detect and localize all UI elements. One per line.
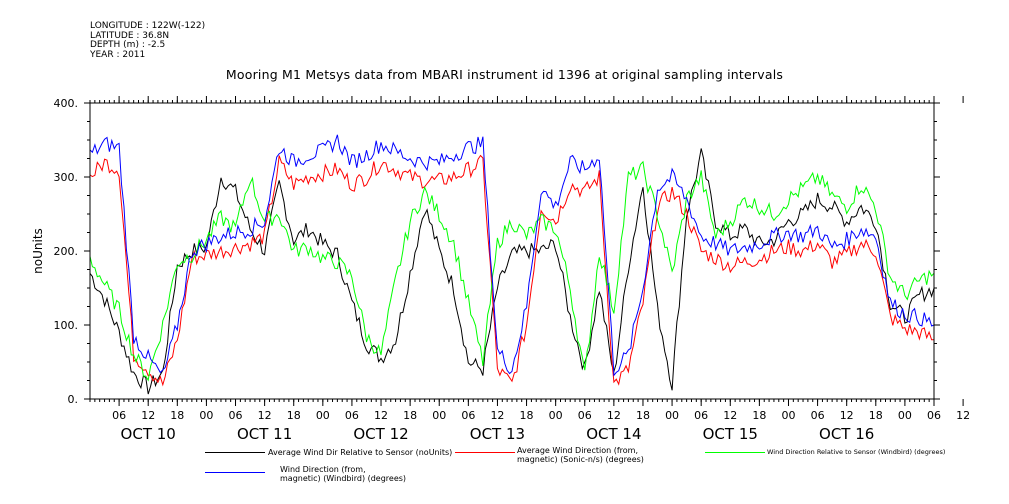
legend-swatch-avg-dir xyxy=(455,452,515,453)
y-tick-label: 300. xyxy=(54,171,79,184)
x-tick-label: 06 xyxy=(927,409,941,422)
x-tick-label: 06 xyxy=(811,409,825,422)
legend-text: Average Wind Direction (from, xyxy=(517,446,639,455)
y-axis-label: noUnits xyxy=(31,228,45,274)
x-tick-label: 18 xyxy=(403,409,417,422)
x-tick-label: 18 xyxy=(287,409,301,422)
legend-swatch-rel-windbird xyxy=(705,452,765,453)
legend-text: magnetic) (Windbird) (degrees) xyxy=(280,474,407,483)
x-tick-label: 18 xyxy=(752,409,766,422)
legend-text: Wind Direction Relative to Sensor (Windb… xyxy=(767,448,946,456)
x-tick-label: 00 xyxy=(781,409,795,422)
y-tick-label: 0. xyxy=(68,393,79,406)
x-day-label: OCT 15 xyxy=(703,425,758,443)
x-tick-label: 06 xyxy=(461,409,475,422)
x-tick-label: 12 xyxy=(723,409,737,422)
legend-swatch-windbird-dir xyxy=(205,472,265,473)
x-tick-label: 06 xyxy=(578,409,592,422)
series-line-4 xyxy=(89,134,935,377)
x-tick-label: 12 xyxy=(956,409,970,422)
x-tick-label: 00 xyxy=(199,409,213,422)
x-day-label: OCT 14 xyxy=(586,425,641,443)
x-tick-label: 00 xyxy=(898,409,912,422)
x-day-label: OCT 10 xyxy=(121,425,176,443)
legend-label-windbird-dir: Wind Direction (from, magnetic) (Windbir… xyxy=(280,465,406,483)
x-day-label: OCT 11 xyxy=(237,425,292,443)
x-tick-label: 18 xyxy=(170,409,184,422)
meta-longitude: LONGITUDE : 122W(-122) xyxy=(90,21,206,31)
x-tick-label: 00 xyxy=(549,409,563,422)
x-tick-label: 12 xyxy=(141,409,155,422)
legend-label-avg-rel: Average Wind Dir Relative to Sensor (noU… xyxy=(268,448,452,457)
x-tick-label: 18 xyxy=(869,409,883,422)
x-tick-label: 18 xyxy=(636,409,650,422)
x-tick-label: 06 xyxy=(229,409,243,422)
chart-title: Mooring M1 Metsys data from MBARI instru… xyxy=(225,67,784,82)
legend-text: Average Wind Dir Relative to Sensor (noU… xyxy=(268,448,453,457)
x-tick-label: 12 xyxy=(258,409,272,422)
x-tick-label: 12 xyxy=(840,409,854,422)
metadata-block: LONGITUDE : 122W(-122) LATITUDE : 36.8N … xyxy=(90,21,206,60)
x-day-label: OCT 16 xyxy=(819,425,874,443)
meta-year: YEAR : 2011 xyxy=(90,49,146,60)
x-tick-label: 12 xyxy=(607,409,621,422)
legend-label-avg-dir: Average Wind Direction (from, magnetic) … xyxy=(517,446,644,464)
meta-latitude: LATITUDE : 36.8N xyxy=(90,30,170,41)
x-tick-label: 18 xyxy=(520,409,534,422)
series-line-3 xyxy=(89,160,935,382)
x-tick-label: 06 xyxy=(694,409,708,422)
x-tick-label: 00 xyxy=(432,409,446,422)
series-line-2 xyxy=(89,154,934,387)
x-tick-label: 12 xyxy=(374,409,388,422)
y-tick-label: 200. xyxy=(54,245,79,258)
legend-text: magnetic) (Sonic-n/s) (degrees) xyxy=(517,455,644,464)
x-tick-label: 06 xyxy=(112,409,126,422)
x-tick-label: 00 xyxy=(316,409,330,422)
x-day-label: OCT 12 xyxy=(353,425,408,443)
legend-text: Wind Direction (from, xyxy=(280,465,366,474)
x-tick-label: 00 xyxy=(665,409,679,422)
series-line-1 xyxy=(89,148,935,395)
x-day-label: OCT 13 xyxy=(470,425,525,443)
y-tick-label: 400. xyxy=(54,97,79,110)
legend-swatch-avg-rel xyxy=(205,452,265,453)
y-tick-label: 100. xyxy=(54,319,79,332)
x-tick-label: 12 xyxy=(490,409,504,422)
meta-depth: DEPTH (m) : -2.5 xyxy=(90,40,166,50)
x-tick-label: 06 xyxy=(345,409,359,422)
legend-label-rel-windbird: Wind Direction Relative to Sensor (Windb… xyxy=(767,448,945,457)
